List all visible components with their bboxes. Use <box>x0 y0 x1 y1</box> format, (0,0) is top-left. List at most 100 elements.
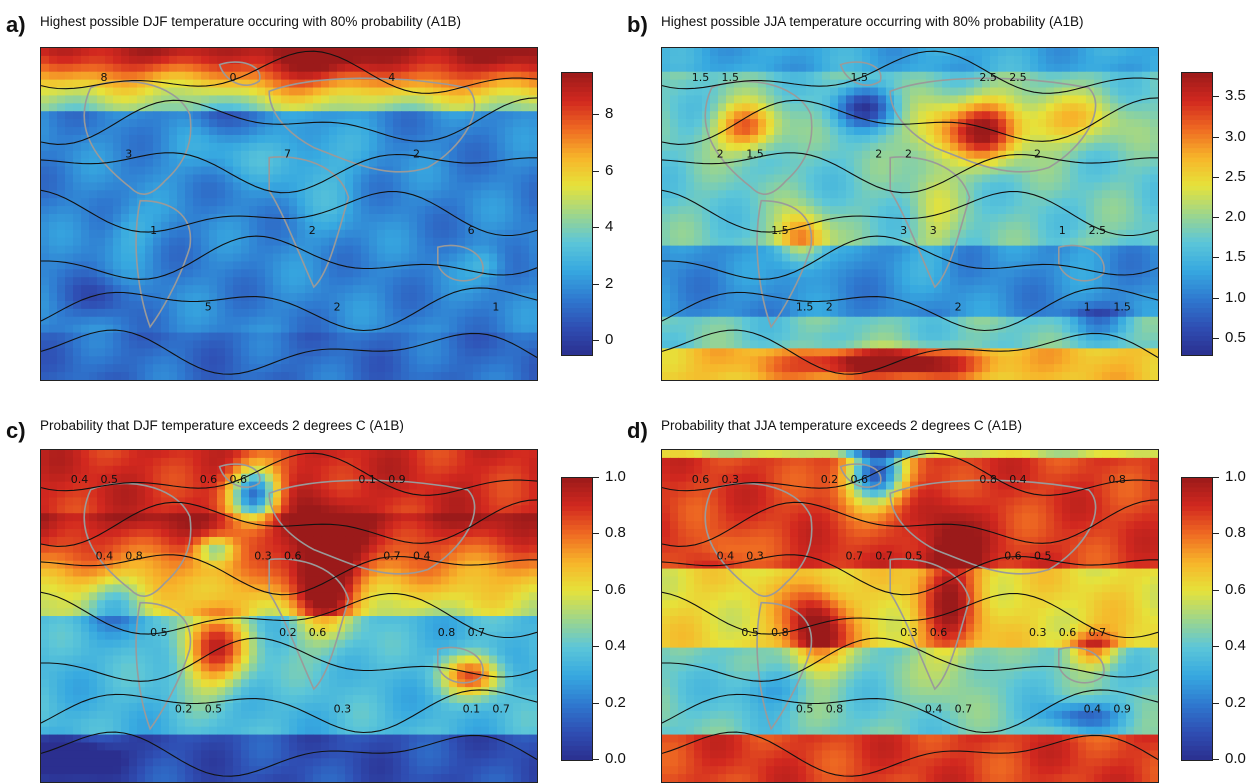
heatmap-cell <box>1070 301 1079 310</box>
heatmap-cell <box>265 372 274 380</box>
heatmap-cell <box>1030 198 1039 207</box>
heatmap-cell <box>1118 127 1127 136</box>
heatmap-cell <box>201 325 210 334</box>
heatmap-cell <box>1102 103 1111 112</box>
heatmap-cell <box>814 269 823 278</box>
heatmap-cell <box>345 254 354 263</box>
heatmap-cell <box>1030 174 1039 183</box>
heatmap-cell <box>369 182 378 191</box>
heatmap-cell <box>89 206 98 215</box>
heatmap-cell <box>473 174 482 183</box>
heatmap-cell <box>425 269 434 278</box>
heatmap-cell <box>958 48 967 57</box>
heatmap-cell <box>1070 230 1079 239</box>
heatmap-cell <box>393 309 402 318</box>
heatmap-cell <box>1030 222 1039 231</box>
heatmap-cell <box>505 127 514 136</box>
heatmap-cell <box>473 269 482 278</box>
heatmap-cell <box>966 285 975 294</box>
heatmap-cell <box>886 254 895 263</box>
heatmap-cell <box>1102 254 1111 263</box>
heatmap-cell <box>1030 64 1039 72</box>
heatmap-cell <box>846 182 855 191</box>
heatmap-cell <box>1086 317 1095 326</box>
heatmap-cell <box>73 48 82 57</box>
heatmap-cell <box>497 182 506 191</box>
heatmap-cell <box>193 301 202 310</box>
heatmap-cell <box>1110 72 1119 81</box>
heatmap-cell <box>822 214 831 223</box>
heatmap-cell <box>766 254 775 263</box>
heatmap-cell <box>393 111 402 120</box>
heatmap-cell <box>241 301 250 310</box>
heatmap-cell <box>97 356 106 365</box>
heatmap-cell <box>177 254 186 263</box>
heatmap-cell <box>153 246 162 255</box>
heatmap-cell <box>750 64 759 72</box>
heatmap-cell <box>201 95 210 104</box>
heatmap-cell <box>465 64 474 72</box>
heatmap-cell <box>121 301 130 310</box>
heatmap-cell <box>854 333 863 342</box>
heatmap-cell <box>694 238 703 247</box>
heatmap-cell <box>225 348 234 357</box>
heatmap-cell <box>662 127 671 136</box>
heatmap-cell <box>217 135 226 144</box>
heatmap-cell <box>249 333 258 342</box>
heatmap-cell <box>57 198 66 207</box>
heatmap-cell <box>217 190 226 199</box>
heatmap-cell <box>465 325 474 334</box>
heatmap-cell <box>209 88 218 97</box>
heatmap-cell <box>1094 72 1103 81</box>
heatmap-cell <box>233 309 242 318</box>
heatmap-cell <box>990 159 999 168</box>
heatmap-cell <box>153 167 162 176</box>
heatmap-cell <box>862 95 871 104</box>
heatmap-cell <box>942 190 951 199</box>
heatmap-cell <box>417 364 426 373</box>
heatmap-cell <box>433 143 442 152</box>
heatmap-cell <box>982 198 991 207</box>
heatmap-cell <box>1070 198 1079 207</box>
heatmap-cell <box>265 143 274 152</box>
heatmap-cell <box>233 277 242 286</box>
heatmap-cell <box>1014 325 1023 334</box>
heatmap-cell <box>750 103 759 112</box>
heatmap-cell <box>814 317 823 326</box>
heatmap-cell <box>217 364 226 373</box>
heatmap-cell <box>497 143 506 152</box>
heatmap-cell <box>694 151 703 160</box>
heatmap-cell <box>425 198 434 207</box>
heatmap-cell <box>361 277 370 286</box>
heatmap-cell <box>958 238 967 247</box>
heatmap-cell <box>497 48 506 57</box>
heatmap-cell <box>209 254 218 263</box>
heatmap-cell <box>726 325 735 334</box>
heatmap-cell <box>473 167 482 176</box>
heatmap-cell <box>782 277 791 286</box>
heatmap-cell <box>1142 119 1151 128</box>
heatmap-cell <box>1078 230 1087 239</box>
heatmap-cell <box>481 214 490 223</box>
heatmap-cell <box>257 143 266 152</box>
heatmap-cell <box>201 222 210 231</box>
heatmap-cell <box>217 143 226 152</box>
heatmap-cell <box>1014 246 1023 255</box>
heatmap-cell <box>129 95 138 104</box>
contour-label: 6 <box>468 224 475 237</box>
heatmap-cell <box>1118 143 1127 152</box>
heatmap-cell <box>273 340 282 349</box>
heatmap-cell <box>193 325 202 334</box>
heatmap-cell <box>1006 285 1015 294</box>
heatmap-cell <box>401 56 410 65</box>
heatmap-cell <box>1046 277 1055 286</box>
heatmap-cell <box>209 127 218 136</box>
heatmap-cell <box>393 230 402 239</box>
heatmap-cell <box>678 72 687 81</box>
heatmap-cell <box>1094 190 1103 199</box>
heatmap-cell <box>393 269 402 278</box>
heatmap-cell <box>758 182 767 191</box>
heatmap-cell <box>489 254 498 263</box>
heatmap-cell <box>1014 206 1023 215</box>
heatmap-cell <box>201 372 210 380</box>
